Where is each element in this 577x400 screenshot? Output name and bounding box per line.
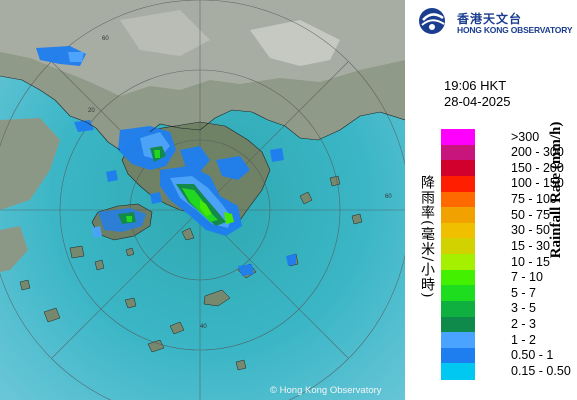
legend-swatch — [441, 285, 475, 302]
legend-label: 15 - 30 — [511, 238, 550, 253]
legend-swatch — [441, 300, 475, 317]
svg-text:60: 60 — [102, 36, 109, 42]
legend-label: 5 - 7 — [511, 285, 537, 300]
legend-swatch — [441, 316, 475, 333]
legend-label: >300 — [511, 129, 540, 144]
observation-date: 28-04-2025 — [444, 94, 511, 109]
observation-time: 19:06 HKT — [444, 78, 507, 93]
legend-label: 1 - 2 — [511, 332, 537, 347]
legend-label: 30 - 50 — [511, 223, 550, 238]
legend-label: 50 - 75 — [511, 207, 550, 222]
observatory-logo: 香港天文台 HONG KONG OBSERVATORY — [417, 6, 572, 38]
legend-swatch — [441, 160, 475, 177]
ring-labels: 60 60 40 20 — [88, 36, 392, 330]
legend-swatch — [441, 144, 475, 161]
legend-swatch — [441, 254, 475, 271]
rainfall-color-scale: >300 200 - 300 150 - 200 100 - 150 75 - 100 5… — [441, 129, 571, 380]
legend-label: 2 - 3 — [511, 317, 537, 331]
legend-swatch — [441, 269, 475, 286]
svg-text:40: 40 — [200, 324, 207, 330]
radar-map: 60 60 40 20 — [0, 0, 405, 400]
legend-title-zh: 降雨率(毫米/小時) — [419, 175, 435, 299]
legend-swatch — [441, 363, 475, 380]
legend-swatch — [441, 175, 475, 192]
legend-swatch — [441, 238, 475, 255]
map-copyright: © Hong Kong Observatory — [270, 385, 382, 396]
legend-swatch — [441, 332, 475, 349]
legend-swatch — [441, 129, 475, 146]
legend-label: 75 - 100 — [511, 192, 557, 206]
legend-swatch — [441, 347, 475, 364]
legend-panel: 香港天文台 HONG KONG OBSERVATORY 19:06 HKT 28… — [405, 0, 577, 400]
observatory-emblem-icon — [419, 8, 445, 34]
legend-label: 200 - 300 — [511, 145, 564, 160]
legend-swatch — [441, 191, 475, 208]
legend-label: 0.50 - 1 — [511, 348, 554, 363]
legend-title-en: Rainfall Rate (mm/h) — [548, 121, 564, 259]
legend-label: 3 - 5 — [511, 301, 537, 316]
legend-label: 10 - 15 — [511, 254, 550, 269]
legend-swatch — [441, 222, 475, 239]
legend-swatch — [441, 207, 475, 224]
svg-text:20: 20 — [88, 108, 95, 114]
logo-name-zh: 香港天文台 — [457, 12, 523, 26]
legend-label: 100 - 150 — [511, 176, 564, 191]
legend-label: 0.15 - 0.50 — [511, 363, 571, 378]
logo-name-en: HONG KONG OBSERVATORY — [457, 25, 573, 35]
legend-label: 7 - 10 — [511, 270, 543, 285]
legend-label: 150 - 200 — [511, 160, 564, 175]
rain-echoes — [36, 46, 296, 276]
svg-text:60: 60 — [385, 194, 392, 200]
